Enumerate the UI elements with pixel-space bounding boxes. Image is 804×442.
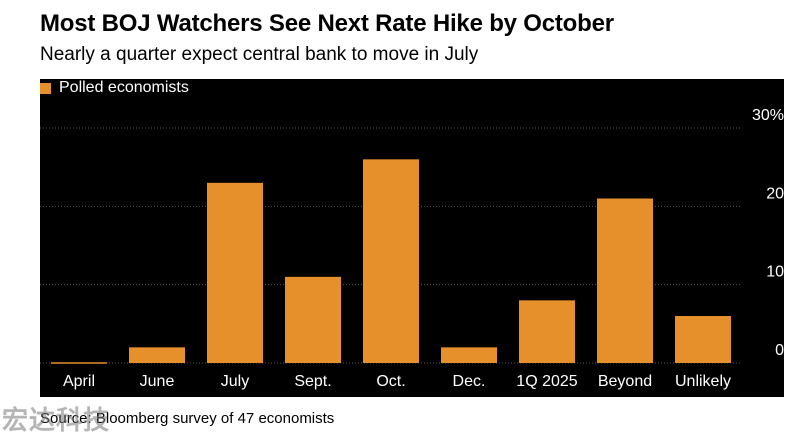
x-tick-label: June	[140, 373, 175, 390]
bar-sept-	[285, 276, 341, 363]
chart-panel: Polled economists 0 10 20 30% April June July S…	[40, 79, 784, 397]
bar-unlikely	[675, 316, 731, 363]
bar-july	[207, 182, 263, 363]
bar-beyond	[597, 198, 653, 363]
watermark: 宏达科技	[2, 406, 111, 436]
x-tick-label: April	[63, 373, 95, 390]
legend-swatch	[40, 82, 51, 94]
y-tick-label: 0	[775, 342, 784, 359]
x-tick-label: Dec.	[453, 373, 486, 390]
bar-chart: 0 10 20 30% April June July Sept. Oct. Dec. 1Q 202…	[40, 107, 784, 390]
chart-subtitle: Nearly a quarter expect central bank to …	[40, 44, 479, 65]
x-tick-label: Unlikely	[675, 373, 731, 390]
x-tick-label: Beyond	[598, 373, 652, 390]
bar-dec-	[441, 347, 497, 363]
x-tick-label: Oct.	[376, 373, 405, 390]
bar-oct-	[363, 159, 419, 363]
x-tick-label: 1Q 2025	[516, 373, 577, 390]
bar-1q-2025	[519, 300, 575, 363]
chart-title: Most BOJ Watchers See Next Rate Hike by …	[40, 10, 614, 37]
legend-label: Polled economists	[59, 79, 189, 96]
x-tick-label: Sept.	[294, 373, 331, 390]
legend: Polled economists	[40, 79, 189, 97]
x-tick-label: July	[221, 373, 249, 390]
source-note: Source: Bloomberg survey of 47 economist…	[40, 410, 335, 427]
y-tick-label: 30%	[752, 107, 784, 124]
y-tick-label: 10	[766, 264, 784, 281]
y-tick-label: 20	[766, 185, 784, 202]
bar-june	[129, 347, 185, 363]
